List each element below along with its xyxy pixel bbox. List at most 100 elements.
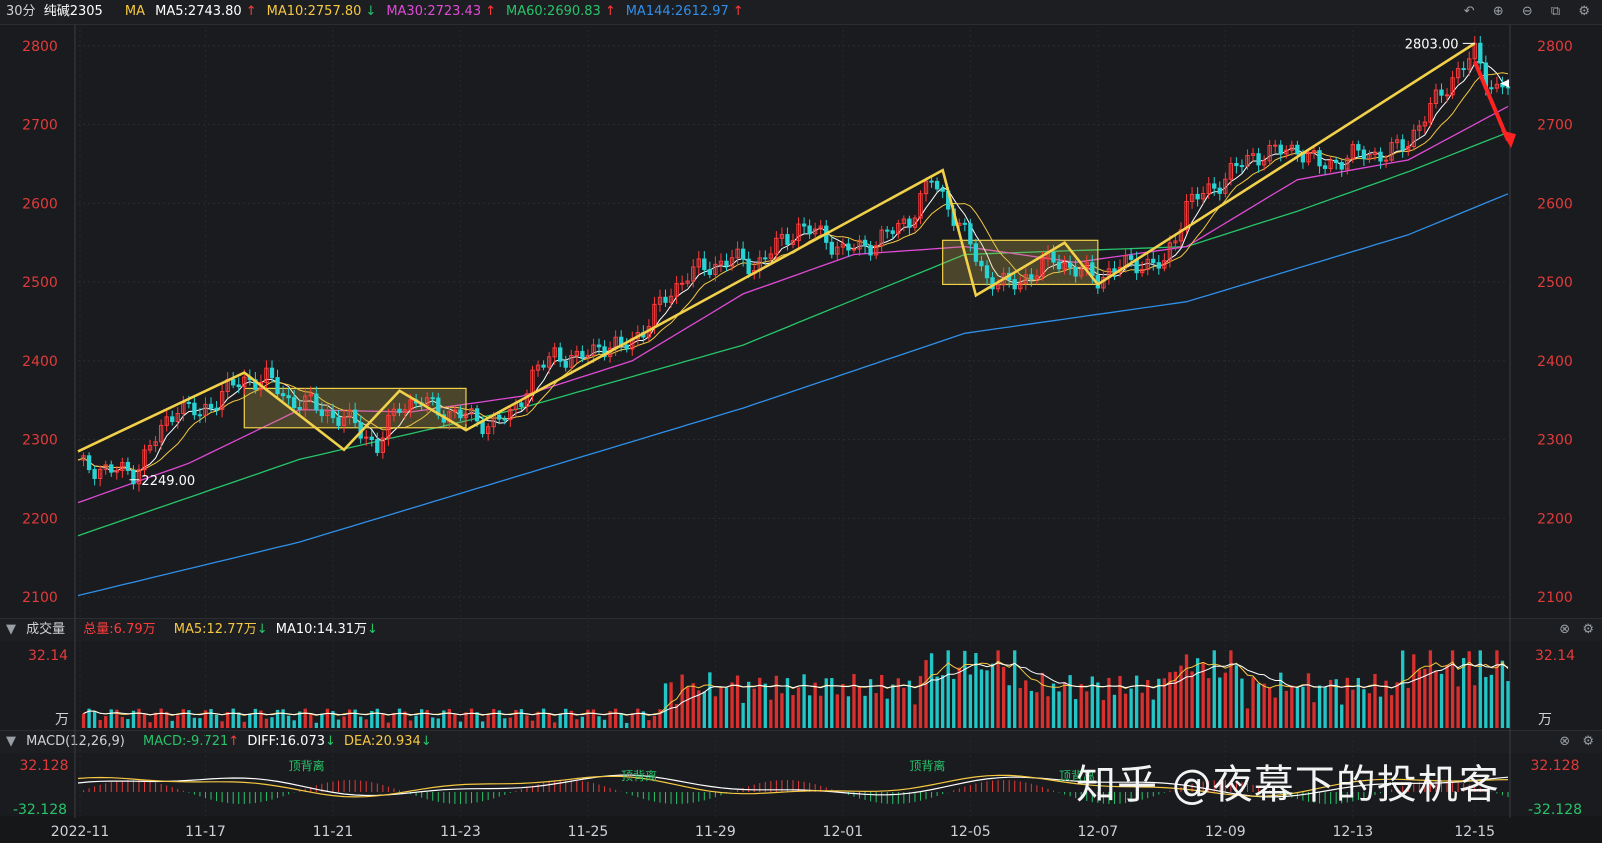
volume-bar — [1456, 686, 1460, 728]
candle-body — [292, 397, 297, 409]
gear-icon[interactable]: ⚙ — [1578, 4, 1590, 19]
candle-body — [336, 417, 341, 426]
gear-icon[interactable]: ⚙ — [1582, 622, 1594, 637]
volume-bar — [231, 708, 235, 728]
candle-body — [885, 229, 890, 232]
candle-body — [835, 246, 840, 255]
volume-bar — [1251, 677, 1255, 728]
candle-body — [1478, 42, 1483, 64]
candle-body — [984, 265, 990, 279]
volume-bar — [1046, 696, 1050, 728]
candle-body — [1339, 162, 1344, 170]
diff-arrow: ↓ — [325, 734, 336, 749]
volume-bar — [109, 709, 113, 728]
close-icon[interactable]: ⊗ — [1559, 622, 1571, 637]
volume-bar — [830, 678, 834, 728]
volume-bar — [447, 708, 452, 728]
close-icon[interactable]: ⊗ — [1559, 734, 1571, 749]
candle-body — [1494, 83, 1500, 89]
undo-icon[interactable]: ↶ — [1463, 4, 1475, 19]
candle-body — [912, 217, 918, 228]
volume-bar — [397, 708, 402, 728]
candle-body — [857, 239, 862, 250]
volume-bar — [547, 712, 551, 728]
candle-body — [923, 180, 929, 195]
candle-body — [1345, 157, 1350, 170]
candle-body — [1223, 178, 1228, 194]
candle-body — [1350, 144, 1355, 159]
candle-body — [873, 245, 879, 256]
candle-body — [208, 403, 214, 409]
candle-body — [408, 399, 413, 411]
volume-bar — [1234, 665, 1239, 728]
ma-arrow-4: ↑ — [732, 4, 744, 19]
volume-bar — [431, 717, 435, 728]
candle-body — [1162, 260, 1167, 269]
candle-body — [242, 376, 247, 388]
volume-bar — [81, 713, 86, 728]
symbol-label[interactable]: 纯碱2305 — [43, 4, 103, 19]
volume-bar — [1367, 693, 1372, 728]
candle-body — [508, 408, 513, 420]
zoom-out-icon[interactable]: ⊖ — [1521, 4, 1533, 19]
candle-body — [192, 402, 197, 416]
volume-bar — [1450, 650, 1455, 728]
volume-bar — [1467, 651, 1471, 728]
candle-body — [341, 416, 347, 426]
window-icon[interactable]: ⧉ — [1550, 4, 1561, 19]
collapse-icon[interactable]: ▼ — [6, 734, 16, 749]
candle-body — [1067, 262, 1073, 268]
volume-bar — [952, 678, 956, 728]
volume-bar — [591, 709, 596, 728]
volume-bar — [1201, 662, 1205, 728]
candle-body — [868, 245, 873, 256]
volume-bar — [702, 691, 706, 728]
candle-body — [153, 441, 158, 447]
volume-bar — [303, 708, 307, 728]
volume-bar — [370, 710, 374, 728]
volume-bar — [1168, 672, 1172, 728]
volume-bar — [780, 693, 784, 728]
vol-ma10-line — [83, 662, 1509, 716]
volume-bar — [663, 683, 668, 728]
zoom-in-icon[interactable]: ⊕ — [1492, 4, 1504, 19]
gear-icon[interactable]: ⚙ — [1582, 734, 1594, 749]
candle-body — [463, 413, 469, 419]
candle-body — [1056, 261, 1062, 270]
volume-bar — [907, 680, 912, 728]
candle-body — [131, 469, 136, 485]
price-tick-left: 2700 — [22, 118, 58, 134]
candle-body — [1334, 159, 1339, 164]
volume-bar — [292, 720, 296, 728]
candle-body — [1455, 68, 1461, 79]
volume-bar — [325, 708, 330, 728]
candle-body — [1256, 153, 1261, 166]
x-tick: 11-23 — [440, 824, 481, 840]
collapse-icon[interactable]: ▼ — [6, 622, 16, 637]
high-annotation: 2803.00 — [1405, 37, 1459, 52]
down-arrow-head-icon — [1501, 130, 1516, 149]
candle-body — [1428, 102, 1433, 123]
volume-bar — [120, 716, 125, 728]
candle-body — [502, 418, 507, 421]
candle-body — [286, 395, 291, 399]
price-tick-right: 2400 — [1537, 354, 1573, 370]
volume-bar — [1378, 696, 1383, 728]
candle-body — [1322, 165, 1328, 169]
volume-bar — [813, 682, 817, 728]
x-tick: 12-15 — [1454, 824, 1495, 840]
volume-bar — [237, 712, 241, 728]
volume-bar — [486, 714, 490, 728]
candle-body — [1439, 89, 1444, 96]
diff-line — [77, 774, 1509, 798]
volume-bar — [1184, 654, 1189, 728]
candle-body — [158, 424, 164, 443]
period-label[interactable]: 30分 — [6, 4, 36, 19]
volume-bar — [1417, 669, 1421, 728]
volume-controls: ⊗ ⚙ — [1551, 619, 1594, 641]
volume-bar — [530, 720, 535, 728]
candle-body — [552, 347, 557, 358]
candle-body — [574, 350, 580, 356]
volume-bar — [553, 722, 557, 728]
